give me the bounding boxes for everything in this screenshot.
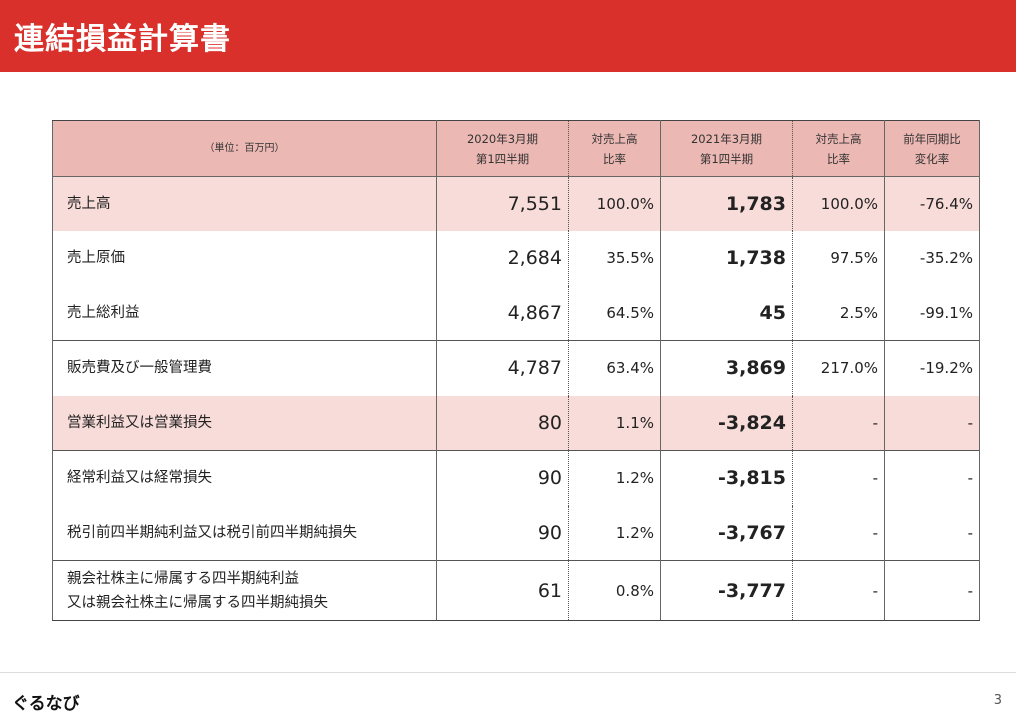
row-label: 売上原価 (52, 230, 437, 286)
ratio-2020: 1.2% (568, 505, 661, 561)
ratio-2021: 2.5% (792, 285, 885, 341)
ratio-2020: 64.5% (568, 285, 661, 341)
ratio-2020: 63.4% (568, 340, 661, 396)
value-2020: 2,684 (436, 230, 569, 286)
table-row-cost-of-sales: 売上原価 2,684 35.5% 1,738 97.5% -35.2% (52, 230, 980, 286)
value-2021: 1,783 (660, 176, 793, 231)
column-header-2021-ratio: 対売上高 比率 (792, 120, 885, 177)
column-header-line1: 対売上高 (591, 131, 638, 146)
ratio-2021: 217.0% (792, 340, 885, 396)
row-label: 親会社株主に帰属する四半期純利益 又は親会社株主に帰属する四半期純損失 (52, 560, 437, 621)
table-row-sga: 販売費及び一般管理費 4,787 63.4% 3,869 217.0% -19.… (52, 340, 980, 396)
ratio-2020: 0.8% (568, 560, 661, 621)
row-label: 販売費及び一般管理費 (52, 340, 437, 396)
row-label-line1: 親会社株主に帰属する四半期純利益 (67, 570, 299, 587)
yoy-change: -35.2% (884, 230, 980, 286)
yoy-change: - (884, 395, 980, 451)
value-2021: -3,777 (660, 560, 793, 621)
value-2021: 3,869 (660, 340, 793, 396)
ratio-2020: 1.1% (568, 395, 661, 451)
ratio-2021: - (792, 505, 885, 561)
income-statement-table: （単位：百万円） 2020年3月期 第1四半期 対売上高 比率 2021年3月期… (52, 120, 980, 621)
value-2021: -3,824 (660, 395, 793, 451)
table-row-net-income: 親会社株主に帰属する四半期純利益 又は親会社株主に帰属する四半期純損失 61 0… (52, 560, 980, 621)
ratio-2021: 100.0% (792, 176, 885, 231)
ratio-2020: 35.5% (568, 230, 661, 286)
value-2021: 1,738 (660, 230, 793, 286)
value-2020: 90 (436, 505, 569, 561)
column-header-line2: 第1四半期 (699, 151, 754, 166)
value-2020: 4,787 (436, 340, 569, 396)
table-row-operating-income: 営業利益又は営業損失 80 1.1% -3,824 - - (52, 395, 980, 451)
column-header-line1: 前年同期比 (903, 131, 961, 146)
value-2020: 61 (436, 560, 569, 621)
ratio-2021: 97.5% (792, 230, 885, 286)
page-number: 3 (993, 693, 1002, 708)
row-label: 税引前四半期純利益又は税引前四半期純損失 (52, 505, 437, 561)
ratio-2020: 100.0% (568, 176, 661, 231)
ratio-2021: - (792, 450, 885, 506)
row-label: 売上総利益 (52, 285, 437, 341)
company-logo: ぐるなび (12, 694, 80, 714)
column-header-line2: 変化率 (914, 151, 950, 166)
ratio-2020: 1.2% (568, 450, 661, 506)
ratio-2021: - (792, 560, 885, 621)
row-label-line2: 又は親会社株主に帰属する四半期純損失 (67, 594, 328, 611)
column-header-line2: 第1四半期 (475, 151, 530, 166)
yoy-change: -19.2% (884, 340, 980, 396)
yoy-change: - (884, 505, 980, 561)
table-header-row: （単位：百万円） 2020年3月期 第1四半期 対売上高 比率 2021年3月期… (52, 120, 980, 177)
column-header-line1: 2020年3月期 (466, 131, 539, 146)
table-row-ordinary-income: 経常利益又は経常損失 90 1.2% -3,815 - - (52, 450, 980, 506)
column-header-2020-ratio: 対売上高 比率 (568, 120, 661, 177)
footer-divider (0, 672, 1016, 673)
row-label: 経常利益又は経常損失 (52, 450, 437, 506)
column-header-line2: 比率 (603, 151, 626, 166)
yoy-change: -99.1% (884, 285, 980, 341)
header-bar: 連結損益計算書 (0, 0, 1016, 72)
value-2021: -3,815 (660, 450, 793, 506)
table-row-gross-profit: 売上総利益 4,867 64.5% 45 2.5% -99.1% (52, 285, 980, 341)
value-2020: 4,867 (436, 285, 569, 341)
value-2020: 80 (436, 395, 569, 451)
value-2020: 90 (436, 450, 569, 506)
value-2021: 45 (660, 285, 793, 341)
column-header-line2: 比率 (827, 151, 850, 166)
yoy-change: - (884, 450, 980, 506)
page-title: 連結損益計算書 (14, 22, 231, 57)
ratio-2021: - (792, 395, 885, 451)
value-2020: 7,551 (436, 176, 569, 231)
unit-label: （単位：百万円） (52, 120, 437, 177)
yoy-change: - (884, 560, 980, 621)
column-header-line1: 対売上高 (815, 131, 862, 146)
yoy-change: -76.4% (884, 176, 980, 231)
column-header-2021-value: 2021年3月期 第1四半期 (660, 120, 793, 177)
column-header-line1: 2021年3月期 (690, 131, 763, 146)
row-label: 売上高 (52, 176, 437, 231)
table-row-sales: 売上高 7,551 100.0% 1,783 100.0% -76.4% (52, 176, 980, 231)
value-2021: -3,767 (660, 505, 793, 561)
row-label: 営業利益又は営業損失 (52, 395, 437, 451)
table-row-pretax-income: 税引前四半期純利益又は税引前四半期純損失 90 1.2% -3,767 - - (52, 505, 980, 561)
column-header-yoy-change: 前年同期比 変化率 (884, 120, 980, 177)
column-header-2020-value: 2020年3月期 第1四半期 (436, 120, 569, 177)
